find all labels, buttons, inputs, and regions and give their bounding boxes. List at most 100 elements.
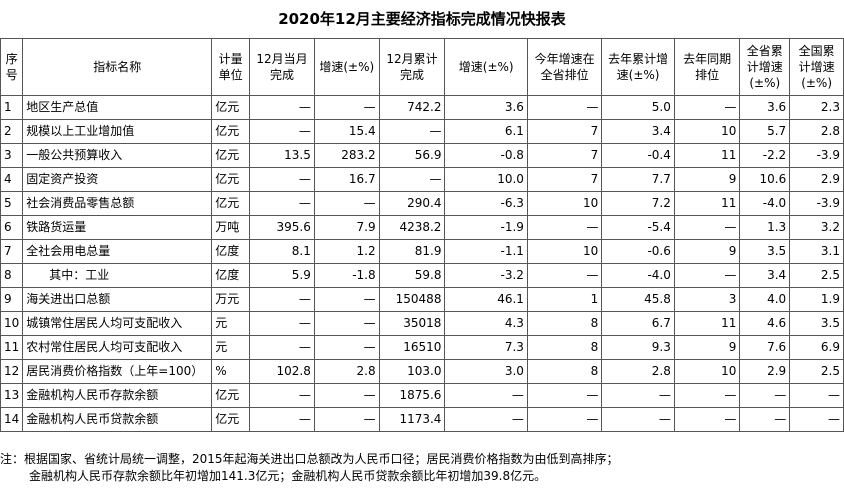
header-cell: 增速(±%): [313, 38, 380, 96]
table-cell: 1: [0, 95, 24, 120]
table-row: 6 铁路货运量 万吨 395.6 7.9 4238.2 -1.9— -5.4—1.3 3.2: [0, 215, 844, 240]
table-cell: —: [789, 407, 844, 432]
table-cell: 2.3: [789, 95, 844, 120]
table-cell: 5: [0, 191, 24, 216]
table-cell: —: [378, 167, 446, 192]
table-cell: 万吨: [211, 215, 251, 240]
table-cell: 45.8: [601, 287, 675, 312]
indicator-name-cell: 固定资产投资: [22, 167, 213, 192]
indicator-name-cell: 城镇常住居民人均可支配收入: [22, 311, 213, 336]
table-cell: 3.5: [739, 239, 791, 264]
table-cell: 2.9: [739, 359, 791, 384]
table-cell: 10: [673, 119, 741, 144]
table-cell: 8.1: [249, 239, 315, 264]
table-cell: -3.9: [789, 143, 844, 168]
footnote-line-2: 金融机构人民币存款余额比年初增加141.3亿元；金融机构人民币贷款余额比年初增加…: [29, 469, 547, 483]
table-cell: —: [249, 191, 315, 216]
table-cell: 1.9: [789, 287, 844, 312]
table-cell: -4.0: [601, 263, 675, 288]
table-cell: 亿度: [211, 263, 251, 288]
table-cell: —: [789, 383, 844, 408]
table-cell: 7.6: [739, 335, 791, 360]
table-cell: 3.4: [601, 119, 675, 144]
table-cell: 8: [526, 335, 603, 360]
table-cell: 元: [211, 311, 251, 336]
table-cell: —: [313, 287, 380, 312]
header-cell: 去年同期排位: [673, 38, 741, 96]
table-cell: 2.8: [601, 359, 675, 384]
table-row: 4 固定资产投资 亿元 —16.7—10.0 7 7.7 9 10.6 2.9: [0, 167, 844, 192]
table-cell: 3.2: [789, 215, 844, 240]
table-cell: —: [601, 407, 675, 432]
table-cell: 亿元: [211, 407, 251, 432]
table-cell: 15.4: [313, 119, 380, 144]
table-row: 14 金融机构人民币贷款余额 亿元 — —1173.4— — — — — —: [0, 407, 844, 432]
table-cell: 1875.6: [378, 383, 446, 408]
table-cell: 283.2: [313, 143, 380, 168]
table-cell: 亿元: [211, 167, 251, 192]
table-cell: —: [673, 263, 741, 288]
table-cell: 7: [526, 143, 603, 168]
table-cell: -1.9: [444, 215, 528, 240]
table-cell: -3.9: [789, 191, 844, 216]
table-cell: 2.8: [313, 359, 380, 384]
table-cell: 亿元: [211, 119, 251, 144]
footnote: 注：根据国家、省统计局统一调整，2015年起海关进出口总额改为人民币口径；居民消…: [0, 451, 844, 485]
table-cell: 16.7: [313, 167, 380, 192]
indicator-name-cell: 金融机构人民币存款余额: [22, 383, 213, 408]
table-cell: 9: [673, 335, 741, 360]
table-cell: 13.5: [249, 143, 315, 168]
table-cell: —: [444, 383, 528, 408]
table-cell: 35018: [378, 311, 446, 336]
table-cell: 3.0: [444, 359, 528, 384]
table-cell: -0.6: [601, 239, 675, 264]
table-body: 1 地区生产总值 亿元 — —742.2 3.6—5.0—3.6 2.3 2 规模以上工业增加值…: [0, 95, 844, 432]
table-cell: —: [249, 287, 315, 312]
table-cell: 14: [0, 407, 24, 432]
table-row: 3 一般公共预算收入 亿元 13.5 283.2 56.9 -0.8 7 -0.4 11 -2.2-…: [0, 143, 844, 168]
table-cell: -1.1: [444, 239, 528, 264]
table-cell: 46.1: [444, 287, 528, 312]
header-cell: 序号: [0, 38, 24, 96]
table-row: 11 农村常住居民人均可支配收入元 — —16510 7.3 8 9.3 9 7.6 6.9: [0, 335, 844, 360]
table-cell: 1.2: [313, 239, 380, 264]
table-cell: 8: [0, 263, 24, 288]
header-cell: 12月当月完成: [249, 38, 315, 96]
report-title: 2020年12月主要经济指标完成情况快报表: [278, 10, 566, 28]
table-cell: 10.0: [444, 167, 528, 192]
table-cell: —: [249, 167, 315, 192]
table-cell: 11: [673, 143, 741, 168]
table-cell: 56.9: [378, 143, 446, 168]
table-cell: 7.2: [601, 191, 675, 216]
table-cell: -1.8: [313, 263, 380, 288]
table-cell: —: [526, 263, 603, 288]
table-cell: 10: [526, 239, 603, 264]
table-cell: —: [249, 407, 315, 432]
table-cell: 元: [211, 335, 251, 360]
table-cell: 102.8: [249, 359, 315, 384]
indicator-name-cell: 规模以上工业增加值: [22, 119, 213, 144]
table-cell: 5.7: [739, 119, 791, 144]
table-cell: 2.5: [789, 359, 844, 384]
table-cell: 亿元: [211, 383, 251, 408]
table-cell: -4.0: [739, 191, 791, 216]
table-row: 2 规模以上工业增加值 亿元 —15.4—6.1 7 3.4 10 5.7 2.8: [0, 119, 844, 144]
table-cell: 6: [0, 215, 24, 240]
table-cell: 12: [0, 359, 24, 384]
table-cell: 4.3: [444, 311, 528, 336]
table-cell: 2.8: [789, 119, 844, 144]
table-cell: 7.3: [444, 335, 528, 360]
table-cell: —: [249, 119, 315, 144]
table-cell: —: [313, 95, 380, 120]
table-cell: -0.4: [601, 143, 675, 168]
indicator-name-cell: 全社会用电总量: [22, 239, 213, 264]
header-cell: 去年累计增速(±%): [601, 38, 675, 96]
table-cell: 11: [673, 311, 741, 336]
table-cell: —: [673, 383, 741, 408]
table-cell: —: [444, 407, 528, 432]
table-cell: 8: [526, 311, 603, 336]
table-cell: 3.6: [739, 95, 791, 120]
table-row: 5 社会消费品零售总额 亿元 — —290.4 -6.3 10 7.2 11 -4.0 -3.9: [0, 191, 844, 216]
table-cell: 3.5: [789, 311, 844, 336]
table-cell: 10: [673, 359, 741, 384]
